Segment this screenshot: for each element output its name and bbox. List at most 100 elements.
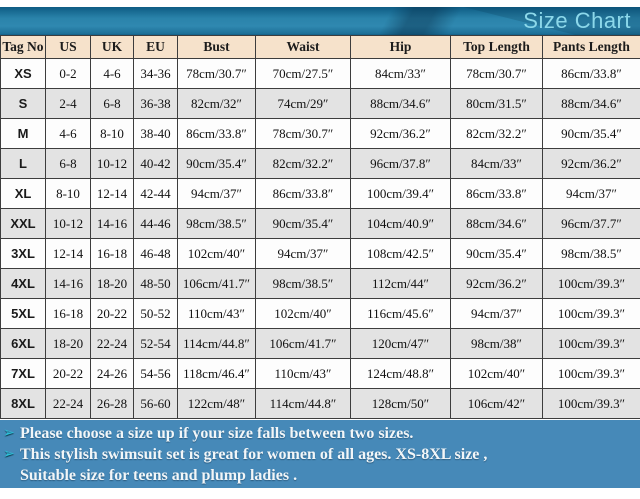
size-value-cell: 100cm/39.3″ <box>542 328 640 359</box>
size-tag-cell: XS <box>0 58 46 89</box>
size-value-cell: 44-46 <box>133 208 178 239</box>
note-line: ➢ This stylish swimsuit set is great for … <box>3 444 636 465</box>
column-header: UK <box>90 35 134 59</box>
size-value-cell: 16-18 <box>45 298 91 329</box>
column-header: Pants Length <box>542 35 640 59</box>
size-value-cell: 38-40 <box>133 118 178 149</box>
size-value-cell: 86cm/33.8″ <box>177 118 256 149</box>
notes-panel: ➢ Please choose a size up if your size fa… <box>0 420 640 488</box>
table-row: 8XL 22-24 26-28 56-60 122cm/48″ 114cm/44.8″ 12… <box>0 388 640 419</box>
size-tag-cell: M <box>0 118 46 149</box>
size-value-cell: 16-18 <box>90 238 134 269</box>
size-chart-table: Tag No US UK EU Bust Waist Hip Top Length Pants … <box>0 35 640 419</box>
size-value-cell: 100cm/39.4″ <box>350 178 451 209</box>
size-value-cell: 102cm/40″ <box>255 298 351 329</box>
note-line: ➢ Please choose a size up if your size fa… <box>3 423 636 444</box>
header-row: Tag No US UK EU Bust Waist Hip Top Length Pants … <box>0 35 640 59</box>
size-value-cell: 82cm/32.2″ <box>255 148 351 179</box>
size-value-cell: 88cm/34.6″ <box>542 88 640 119</box>
size-value-cell: 22-24 <box>90 328 134 359</box>
size-value-cell: 92cm/36.2″ <box>350 118 451 149</box>
table-row: 7XL 20-22 24-26 54-56 118cm/46.4″ 110cm/43″ 12… <box>0 358 640 389</box>
size-value-cell: 100cm/39.3″ <box>542 388 640 419</box>
table-row: 3XL 12-14 16-18 46-48 102cm/40″ 94cm/37″ 108cm… <box>0 238 640 269</box>
size-value-cell: 90cm/35.4″ <box>542 118 640 149</box>
column-header: Top Length <box>450 35 543 59</box>
size-tag-cell: 8XL <box>0 388 46 419</box>
size-value-cell: 80cm/31.5″ <box>450 88 543 119</box>
size-value-cell: 92cm/36.2″ <box>542 148 640 179</box>
size-value-cell: 12-14 <box>45 238 91 269</box>
size-value-cell: 90cm/35.4″ <box>255 208 351 239</box>
note-text: This stylish swimsuit set is great for w… <box>20 446 488 463</box>
size-value-cell: 78cm/30.7″ <box>255 118 351 149</box>
size-value-cell: 78cm/30.7″ <box>450 58 543 89</box>
size-value-cell: 46-48 <box>133 238 178 269</box>
column-header: Bust <box>177 35 256 59</box>
size-value-cell: 106cm/41.7″ <box>255 328 351 359</box>
size-value-cell: 84cm/33″ <box>350 58 451 89</box>
size-tag-cell: L <box>0 148 46 179</box>
table-row: 4XL 14-16 18-20 48-50 106cm/41.7″ 98cm/38.5″ 1… <box>0 268 640 299</box>
size-tag-cell: 7XL <box>0 358 46 389</box>
size-value-cell: 96cm/37.7″ <box>542 208 640 239</box>
note-indent <box>3 465 20 486</box>
size-value-cell: 52-54 <box>133 328 178 359</box>
size-value-cell: 2-4 <box>45 88 91 119</box>
size-value-cell: 50-52 <box>133 298 178 329</box>
size-value-cell: 24-26 <box>90 358 134 389</box>
size-value-cell: 110cm/43″ <box>177 298 256 329</box>
size-value-cell: 10-12 <box>45 208 91 239</box>
size-value-cell: 18-20 <box>45 328 91 359</box>
size-value-cell: 48-50 <box>133 268 178 299</box>
size-value-cell: 90cm/35.4″ <box>450 238 543 269</box>
note-text: Please choose a size up if your size fal… <box>20 425 414 442</box>
note-line: Suitable size for teens and plump ladies… <box>3 465 636 486</box>
size-value-cell: 10-12 <box>90 148 134 179</box>
size-value-cell: 20-22 <box>45 358 91 389</box>
size-value-cell: 102cm/40″ <box>177 238 256 269</box>
size-value-cell: 94cm/37″ <box>450 298 543 329</box>
size-value-cell: 36-38 <box>133 88 178 119</box>
size-tag-cell: 4XL <box>0 268 46 299</box>
column-header: Waist <box>255 35 351 59</box>
size-tag-cell: S <box>0 88 46 119</box>
size-value-cell: 74cm/29″ <box>255 88 351 119</box>
arrow-bullet-icon: ➢ <box>3 425 15 441</box>
size-value-cell: 20-22 <box>90 298 134 329</box>
size-value-cell: 8-10 <box>45 178 91 209</box>
size-value-cell: 82cm/32″ <box>177 88 256 119</box>
size-value-cell: 114cm/44.8″ <box>177 328 256 359</box>
size-value-cell: 14-16 <box>90 208 134 239</box>
size-value-cell: 8-10 <box>90 118 134 149</box>
size-value-cell: 94cm/37″ <box>255 238 351 269</box>
size-value-cell: 100cm/39.3″ <box>542 298 640 329</box>
arrow-bullet-icon: ➢ <box>3 446 15 462</box>
size-value-cell: 34-36 <box>133 58 178 89</box>
size-value-cell: 116cm/45.6″ <box>350 298 451 329</box>
size-value-cell: 86cm/33.8″ <box>542 58 640 89</box>
size-value-cell: 122cm/48″ <box>177 388 256 419</box>
size-tag-cell: XL <box>0 178 46 209</box>
table-row: XXL 10-12 14-16 44-46 98cm/38.5″ 90cm/35.4″ 10… <box>0 208 640 239</box>
size-value-cell: 96cm/37.8″ <box>350 148 451 179</box>
size-value-cell: 70cm/27.5″ <box>255 58 351 89</box>
size-value-cell: 106cm/41.7″ <box>177 268 256 299</box>
column-header: Tag No <box>0 35 46 59</box>
size-value-cell: 78cm/30.7″ <box>177 58 256 89</box>
size-value-cell: 18-20 <box>90 268 134 299</box>
table-row: M 4-6 8-10 38-40 86cm/33.8″ 78cm/30.7″ 92cm/36… <box>0 118 640 149</box>
size-value-cell: 86cm/33.8″ <box>255 178 351 209</box>
page-title: Size Chart <box>523 8 631 33</box>
size-tag-cell: 3XL <box>0 238 46 269</box>
size-value-cell: 104cm/40.9″ <box>350 208 451 239</box>
size-tag-cell: 5XL <box>0 298 46 329</box>
size-value-cell: 40-42 <box>133 148 178 179</box>
size-value-cell: 12-14 <box>90 178 134 209</box>
size-value-cell: 106cm/42″ <box>450 388 543 419</box>
column-header: US <box>45 35 91 59</box>
size-tag-cell: 6XL <box>0 328 46 359</box>
size-value-cell: 42-44 <box>133 178 178 209</box>
size-value-cell: 88cm/34.6″ <box>350 88 451 119</box>
